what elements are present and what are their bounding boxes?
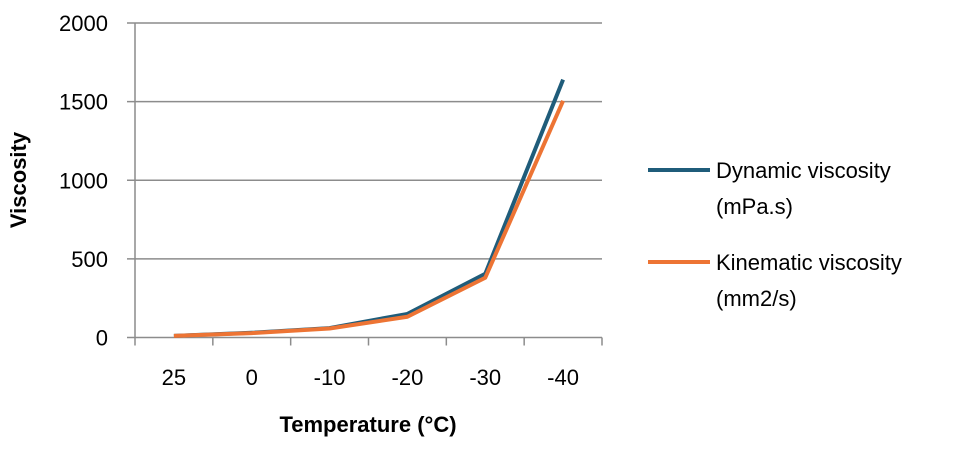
legend-label: Dynamic viscosity [716, 158, 891, 183]
x-tick-label: 25 [162, 365, 186, 390]
y-tick-label: 1500 [59, 90, 108, 115]
x-tick-label: -10 [314, 365, 346, 390]
legend-label: (mm2/s) [716, 286, 797, 311]
x-tick-label: -20 [392, 365, 424, 390]
x-tick-label: -30 [469, 365, 501, 390]
y-tick-label: 500 [71, 247, 108, 272]
y-tick-label: 2000 [59, 11, 108, 36]
x-tick-label: 0 [246, 365, 258, 390]
legend-label: Kinematic viscosity [716, 250, 902, 275]
legend-label: (mPa.s) [716, 194, 793, 219]
series-line [173, 78, 565, 338]
y-tick-label: 0 [96, 326, 108, 351]
x-tick-label: -40 [547, 365, 579, 390]
y-tick-label: 1000 [59, 168, 108, 193]
x-axis-label: Temperature (°C) [279, 412, 456, 437]
series-line [173, 100, 565, 338]
y-axis-label: Viscosity [6, 131, 31, 228]
